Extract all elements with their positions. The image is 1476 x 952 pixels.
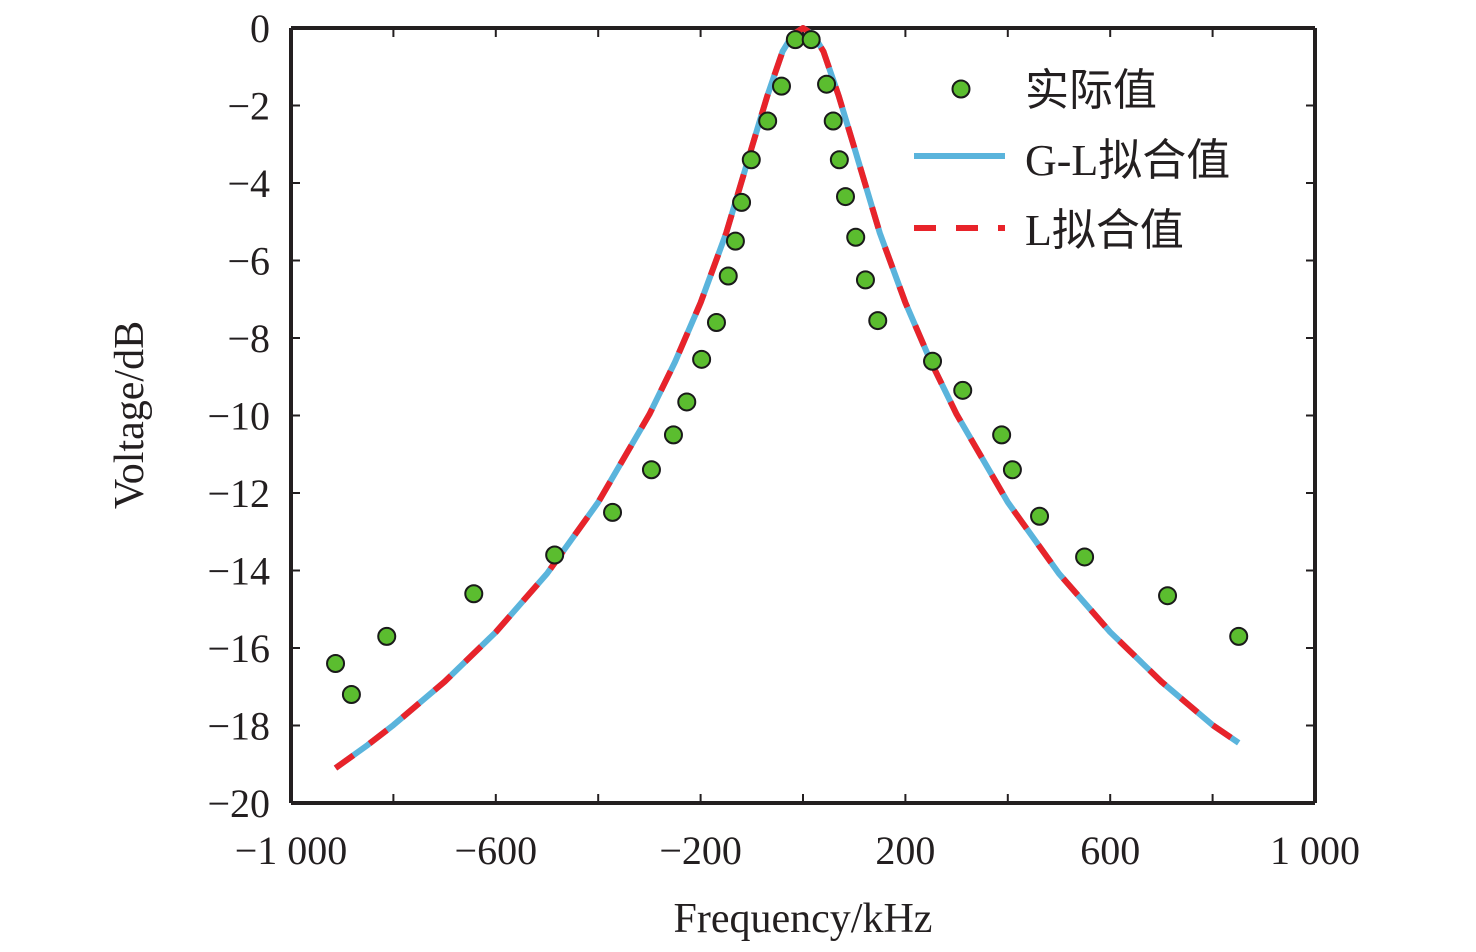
data-point: [663, 425, 683, 445]
data-point: [706, 313, 726, 332]
data-point: [641, 460, 661, 480]
data-point: [732, 192, 752, 212]
data-point: [692, 349, 712, 369]
y-axis-title: Voltage/dB: [107, 321, 153, 509]
legend-label-actual: 实际值: [1025, 66, 1157, 115]
data-point: [1158, 586, 1178, 606]
data-point: [785, 30, 805, 50]
y-tick-label: −2: [227, 84, 270, 129]
data-point: [868, 311, 888, 331]
data-point: [1075, 547, 1095, 567]
data-point: [725, 231, 745, 251]
y-tick-label: −16: [207, 626, 270, 671]
y-tick-label: −6: [227, 239, 270, 284]
x-tick-label: 600: [1080, 828, 1140, 873]
data-point: [603, 502, 623, 522]
legend: 实际值 G-L拟合值 L拟合值: [914, 66, 1230, 255]
data-point: [1229, 626, 1249, 646]
data-point: [835, 187, 855, 207]
data-point: [953, 380, 973, 400]
data-point: [923, 351, 943, 371]
y-tick-label: −14: [207, 549, 270, 594]
y-tick-label: −10: [207, 394, 270, 439]
tick-labels: −1 000 −600 −200 200 600 1 000 0 −2 −4 −6 −8 −10 −12…: [207, 6, 1360, 873]
data-point: [464, 584, 484, 604]
data-point: [545, 545, 565, 565]
data-point: [855, 270, 875, 290]
data-point: [677, 392, 697, 412]
data-point: [817, 74, 837, 94]
data-point: [341, 685, 361, 704]
x-tick-label: −1 000: [235, 828, 348, 873]
x-axis-title: Frequency/kHz: [674, 896, 933, 942]
x-tick-label: 200: [875, 828, 935, 873]
data-point: [1030, 506, 1050, 526]
y-tick-label: −20: [207, 781, 270, 826]
data-point: [801, 30, 821, 50]
data-point: [829, 150, 849, 170]
y-tick-label: −18: [207, 704, 270, 749]
data-point: [1002, 460, 1022, 480]
x-tick-label: −200: [659, 828, 742, 873]
y-tick-label: −4: [227, 161, 270, 206]
data-point: [718, 266, 738, 286]
series: [326, 25, 1249, 771]
y-tick-label: −8: [227, 316, 270, 361]
data-point: [771, 76, 791, 96]
data-point: [326, 654, 346, 673]
x-tick-label: 1 000: [1270, 828, 1360, 873]
data-point: [741, 150, 761, 170]
x-tick-label: −600: [455, 828, 538, 873]
data-point: [758, 111, 778, 131]
data-point: [377, 626, 397, 646]
ticks: [290, 27, 1316, 804]
legend-label-l-fit: L拟合值: [1025, 206, 1184, 255]
y-tick-label: 0: [250, 6, 270, 51]
legend-marker-actual: [951, 79, 971, 99]
data-point: [992, 425, 1012, 445]
data-point: [846, 227, 866, 247]
y-tick-label: −12: [207, 471, 270, 516]
legend-label-gl-fit: G-L拟合值: [1025, 136, 1230, 185]
data-point: [823, 111, 843, 131]
